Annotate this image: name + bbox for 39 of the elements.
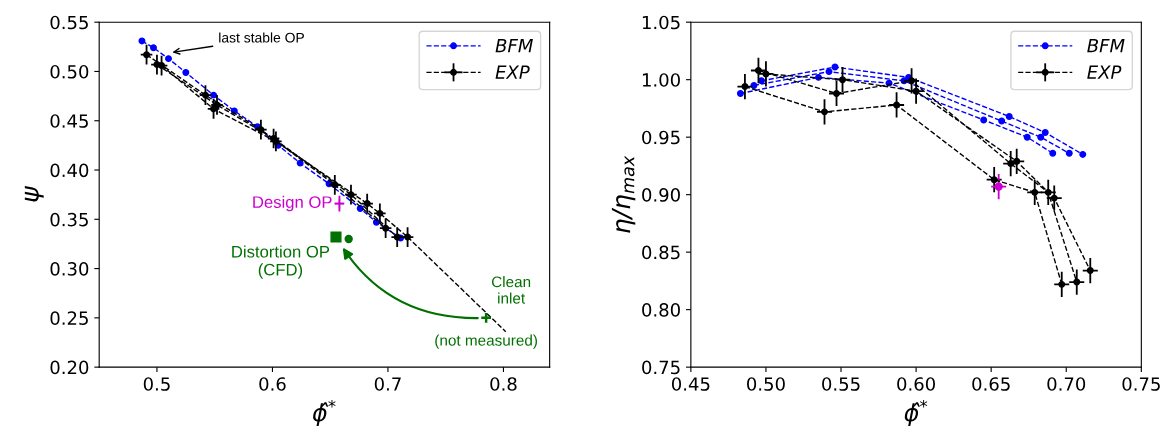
y-tick-label: 0.25	[50, 311, 88, 325]
y-tick-label: 0.80	[642, 303, 680, 317]
y-tick-label: 1.05	[642, 15, 680, 30]
legend-label: BFM	[1087, 38, 1125, 53]
y-tick-label: 0.90	[642, 188, 680, 202]
legend-label: EXP	[1087, 65, 1122, 79]
annotation: (not measured)	[435, 334, 537, 349]
x-axis-title: ϕ̂$^{*}$	[313, 399, 336, 427]
annotation: Clean inlet	[491, 276, 531, 304]
y-axis-title: ψ	[24, 186, 44, 202]
x-tick-label: 0.6	[259, 377, 286, 391]
x-tick-label: 0.70	[1047, 377, 1086, 391]
x-tick-label: 0.50	[747, 377, 785, 391]
y-tick-label: 0.35	[50, 212, 88, 227]
x-tick-label: 0.5	[143, 377, 170, 391]
y-tick-label: 0.95	[642, 130, 680, 145]
x-tick-label: 0.60	[897, 377, 935, 391]
y-tick-label: 0.75	[642, 360, 680, 375]
x-tick-label: 0.8	[490, 377, 517, 391]
legend-label: BFM	[495, 38, 533, 53]
y-tick-label: 0.50	[50, 64, 89, 79]
annotation: Design OP	[253, 195, 332, 212]
y-tick-label: 1.00	[642, 73, 680, 87]
y-tick-label: 0.85	[642, 245, 680, 260]
y-axis-title: η/η$_{max}$	[611, 155, 636, 233]
y-tick-label: 0.30	[50, 262, 89, 276]
y-tick-label: 0.40	[50, 163, 89, 178]
y-tick-label: 0.45	[50, 114, 88, 128]
y-tick-label: 0.20	[50, 360, 89, 375]
x-tick-label: 0.55	[822, 377, 860, 391]
x-tick-label: 0.75	[1122, 377, 1160, 391]
x-tick-label: 0.7	[374, 377, 401, 391]
annotation: last stable OP	[219, 32, 304, 43]
annotation: Distortion OP (CFD)	[232, 245, 330, 279]
x-tick-label: 0.65	[972, 377, 1010, 391]
y-tick-label: 0.55	[50, 15, 88, 30]
legend-label: EXP	[495, 65, 530, 79]
x-tick-label: 0.45	[671, 377, 710, 391]
x-axis-title: ϕ̂$^{*}$	[904, 399, 928, 427]
